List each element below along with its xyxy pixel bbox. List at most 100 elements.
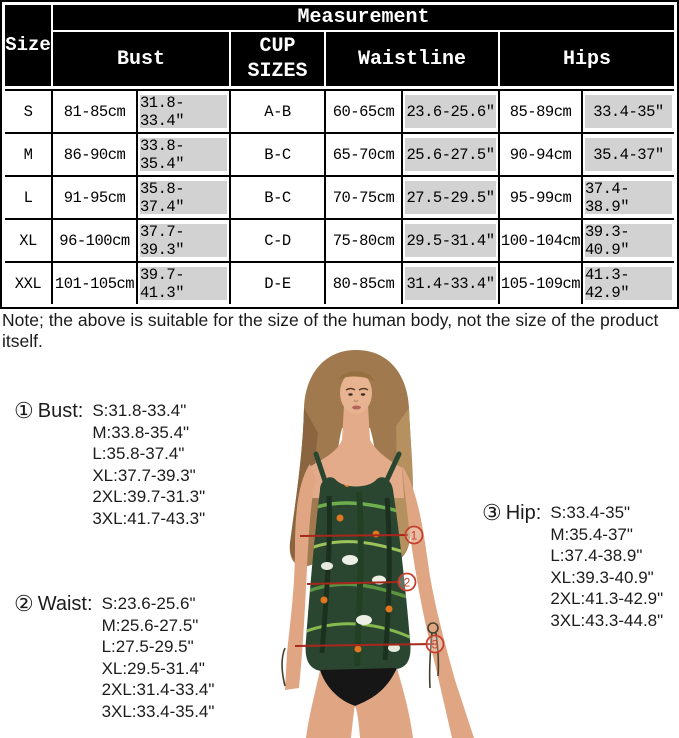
cell-waist-in: 25.6-27.5″: [403, 134, 498, 175]
measurement-lines: 1 2 3: [294, 525, 445, 654]
cell-hips-cm: 100-104cm: [500, 220, 581, 261]
right-arm: [402, 466, 474, 738]
cup-sizes-column-header: CUP SIZES: [231, 32, 324, 86]
list-item: L:27.5-29.5": [101, 637, 194, 656]
side-tie: [281, 622, 440, 689]
cell-bust-cm: 81-85cm: [53, 91, 136, 132]
note-text: Note; the above is suitable for the size…: [2, 310, 659, 351]
cell-hips-cm: 85-89cm: [500, 91, 581, 132]
waist-label: Waist:: [37, 593, 93, 615]
cell-waist-cm: 80-85cm: [326, 263, 401, 304]
cell-size: M: [5, 134, 51, 175]
list-item: 3XL:33.4-35.4": [101, 701, 215, 721]
list-item: 2XL:39.7-31.3": [92, 487, 206, 506]
list-item: M:35.4-37": [550, 524, 633, 544]
cell-waist-cm: 60-65cm: [326, 91, 401, 132]
cell-waist-cm: 75-80cm: [326, 220, 401, 261]
waist-items: S:23.6-25.6" M:25.6-27.5" L:27.5-29.5" X…: [102, 593, 215, 722]
cell-size: XXL: [5, 263, 51, 304]
cell-waist-in: 27.5-29.5″: [403, 177, 498, 218]
hips-column-header: Hips: [500, 32, 674, 86]
waist-measurements: ② Waist: S:23.6-25.6" M:25.6-27.5" L:27.…: [14, 593, 214, 722]
list-item: 3XL:43.3-44.8": [550, 610, 664, 630]
left-arm: [285, 464, 316, 690]
cell-cup: A-B: [231, 91, 324, 132]
cell-bust-in: 31.8-33.4″: [138, 91, 229, 132]
bust-measurements: ① Bust: S:31.8-33.4" M:33.8-35.4" L:35.8…: [14, 400, 205, 529]
circled-2-figure-marker: 2: [397, 572, 417, 592]
right-leg: [355, 668, 413, 738]
hip-items: S:33.4-35" M:35.4-37" L:37.4-38.9" XL:39…: [550, 502, 663, 631]
tankini-straps: [313, 451, 402, 487]
list-item: 3XL:41.7-43.3": [92, 508, 206, 528]
model-photo: 1 2 3: [281, 350, 474, 738]
list-item: XL:39.3-40.9": [550, 567, 654, 587]
circled-1-figure-marker: 1: [404, 525, 424, 545]
circled-2-icon: ②: [14, 591, 34, 616]
list-item: S:33.4-35": [550, 503, 631, 522]
cell-bust-in: 39.7-41.3″: [138, 263, 229, 304]
cell-size: L: [5, 177, 51, 218]
list-item: XL:29.5-31.4": [101, 658, 205, 678]
cell-bust-cm: 91-95cm: [53, 177, 136, 218]
svg-text:2: 2: [404, 576, 411, 590]
measurement-header: Measurement: [53, 5, 674, 30]
circled-3-icon: ③: [482, 500, 502, 525]
list-item: L:37.4-38.9": [550, 546, 643, 565]
bust-column-header: Bust: [53, 32, 229, 86]
table-header: Size Measurement Bust CUP SIZES Waistlin…: [2, 2, 677, 89]
cell-bust-cm: 96-100cm: [53, 220, 136, 261]
list-item: S:31.8-33.4": [92, 401, 187, 420]
cell-hips-in: 33.4-35″: [583, 91, 674, 132]
bust-line: [299, 534, 409, 537]
cell-cup: B-C: [231, 134, 324, 175]
hip-label: Hip:: [505, 502, 542, 524]
svg-text:1: 1: [411, 529, 418, 543]
cell-hips-in: 41.3-42.9″: [583, 263, 674, 304]
cell-waist-in: 31.4-33.4″: [403, 263, 498, 304]
hip-line: [294, 643, 435, 647]
neck-skin: [308, 406, 404, 498]
circled-3-figure-marker: 3: [425, 634, 445, 654]
waistline-column-header: Waistline: [326, 32, 498, 86]
cell-hips-cm: 95-99cm: [500, 177, 581, 218]
cell-hips-in: 39.3-40.9″: [583, 220, 674, 261]
list-item: M:33.8-35.4": [92, 422, 190, 442]
waist-line: [306, 581, 402, 585]
cup-line2: SIZES: [247, 60, 308, 83]
list-item: 2XL:41.3-42.9": [550, 589, 664, 608]
list-item: S:23.6-25.6": [101, 594, 196, 613]
cell-bust-in: 33.8-35.4″: [138, 134, 229, 175]
size-chart-table: Size Measurement Bust CUP SIZES Waistlin…: [0, 0, 679, 309]
cell-hips-in: 35.4-37″: [583, 134, 674, 175]
hip-measurements: ③ Hip: S:33.4-35" M:35.4-37" L:37.4-38.9…: [482, 502, 663, 631]
list-item: L:35.8-37.4": [92, 444, 185, 463]
cell-hips-cm: 90-94cm: [500, 134, 581, 175]
size-column-header: Size: [5, 5, 51, 86]
cup-line1: CUP: [259, 35, 296, 58]
cell-cup: C-D: [231, 220, 324, 261]
cell-cup: B-C: [231, 177, 324, 218]
cell-waist-in: 29.5-31.4″: [403, 220, 498, 261]
list-item: XL:37.7-39.3": [92, 465, 196, 485]
cell-waist-cm: 70-75cm: [326, 177, 401, 218]
cell-waist-in: 23.6-25.6″: [403, 91, 498, 132]
list-item: 2XL:31.4-33.4": [101, 680, 215, 699]
cell-waist-cm: 65-70cm: [326, 134, 401, 175]
table-body: S 81-85cm 31.8-33.4″ A-B 60-65cm 23.6-25…: [5, 89, 674, 304]
cell-bust-in: 35.8-37.4″: [138, 177, 229, 218]
cell-hips-in: 37.4-38.9″: [583, 177, 674, 218]
figure-section: 1 2 3 ① Bust: S:31.8-33.4" M:33.8-35.4" …: [0, 338, 679, 738]
left-leg: [306, 670, 355, 738]
cell-hips-cm: 105-109cm: [500, 263, 581, 304]
bust-items: S:31.8-33.4" M:33.8-35.4" L:35.8-37.4" X…: [92, 400, 205, 529]
cell-size: XL: [5, 220, 51, 261]
cell-size: S: [5, 91, 51, 132]
list-item: M:25.6-27.5": [101, 615, 199, 635]
cell-bust-cm: 86-90cm: [53, 134, 136, 175]
svg-text:3: 3: [432, 638, 439, 652]
bust-label: Bust:: [37, 400, 84, 422]
face: [338, 371, 375, 414]
cell-bust-cm: 101-105cm: [53, 263, 136, 304]
